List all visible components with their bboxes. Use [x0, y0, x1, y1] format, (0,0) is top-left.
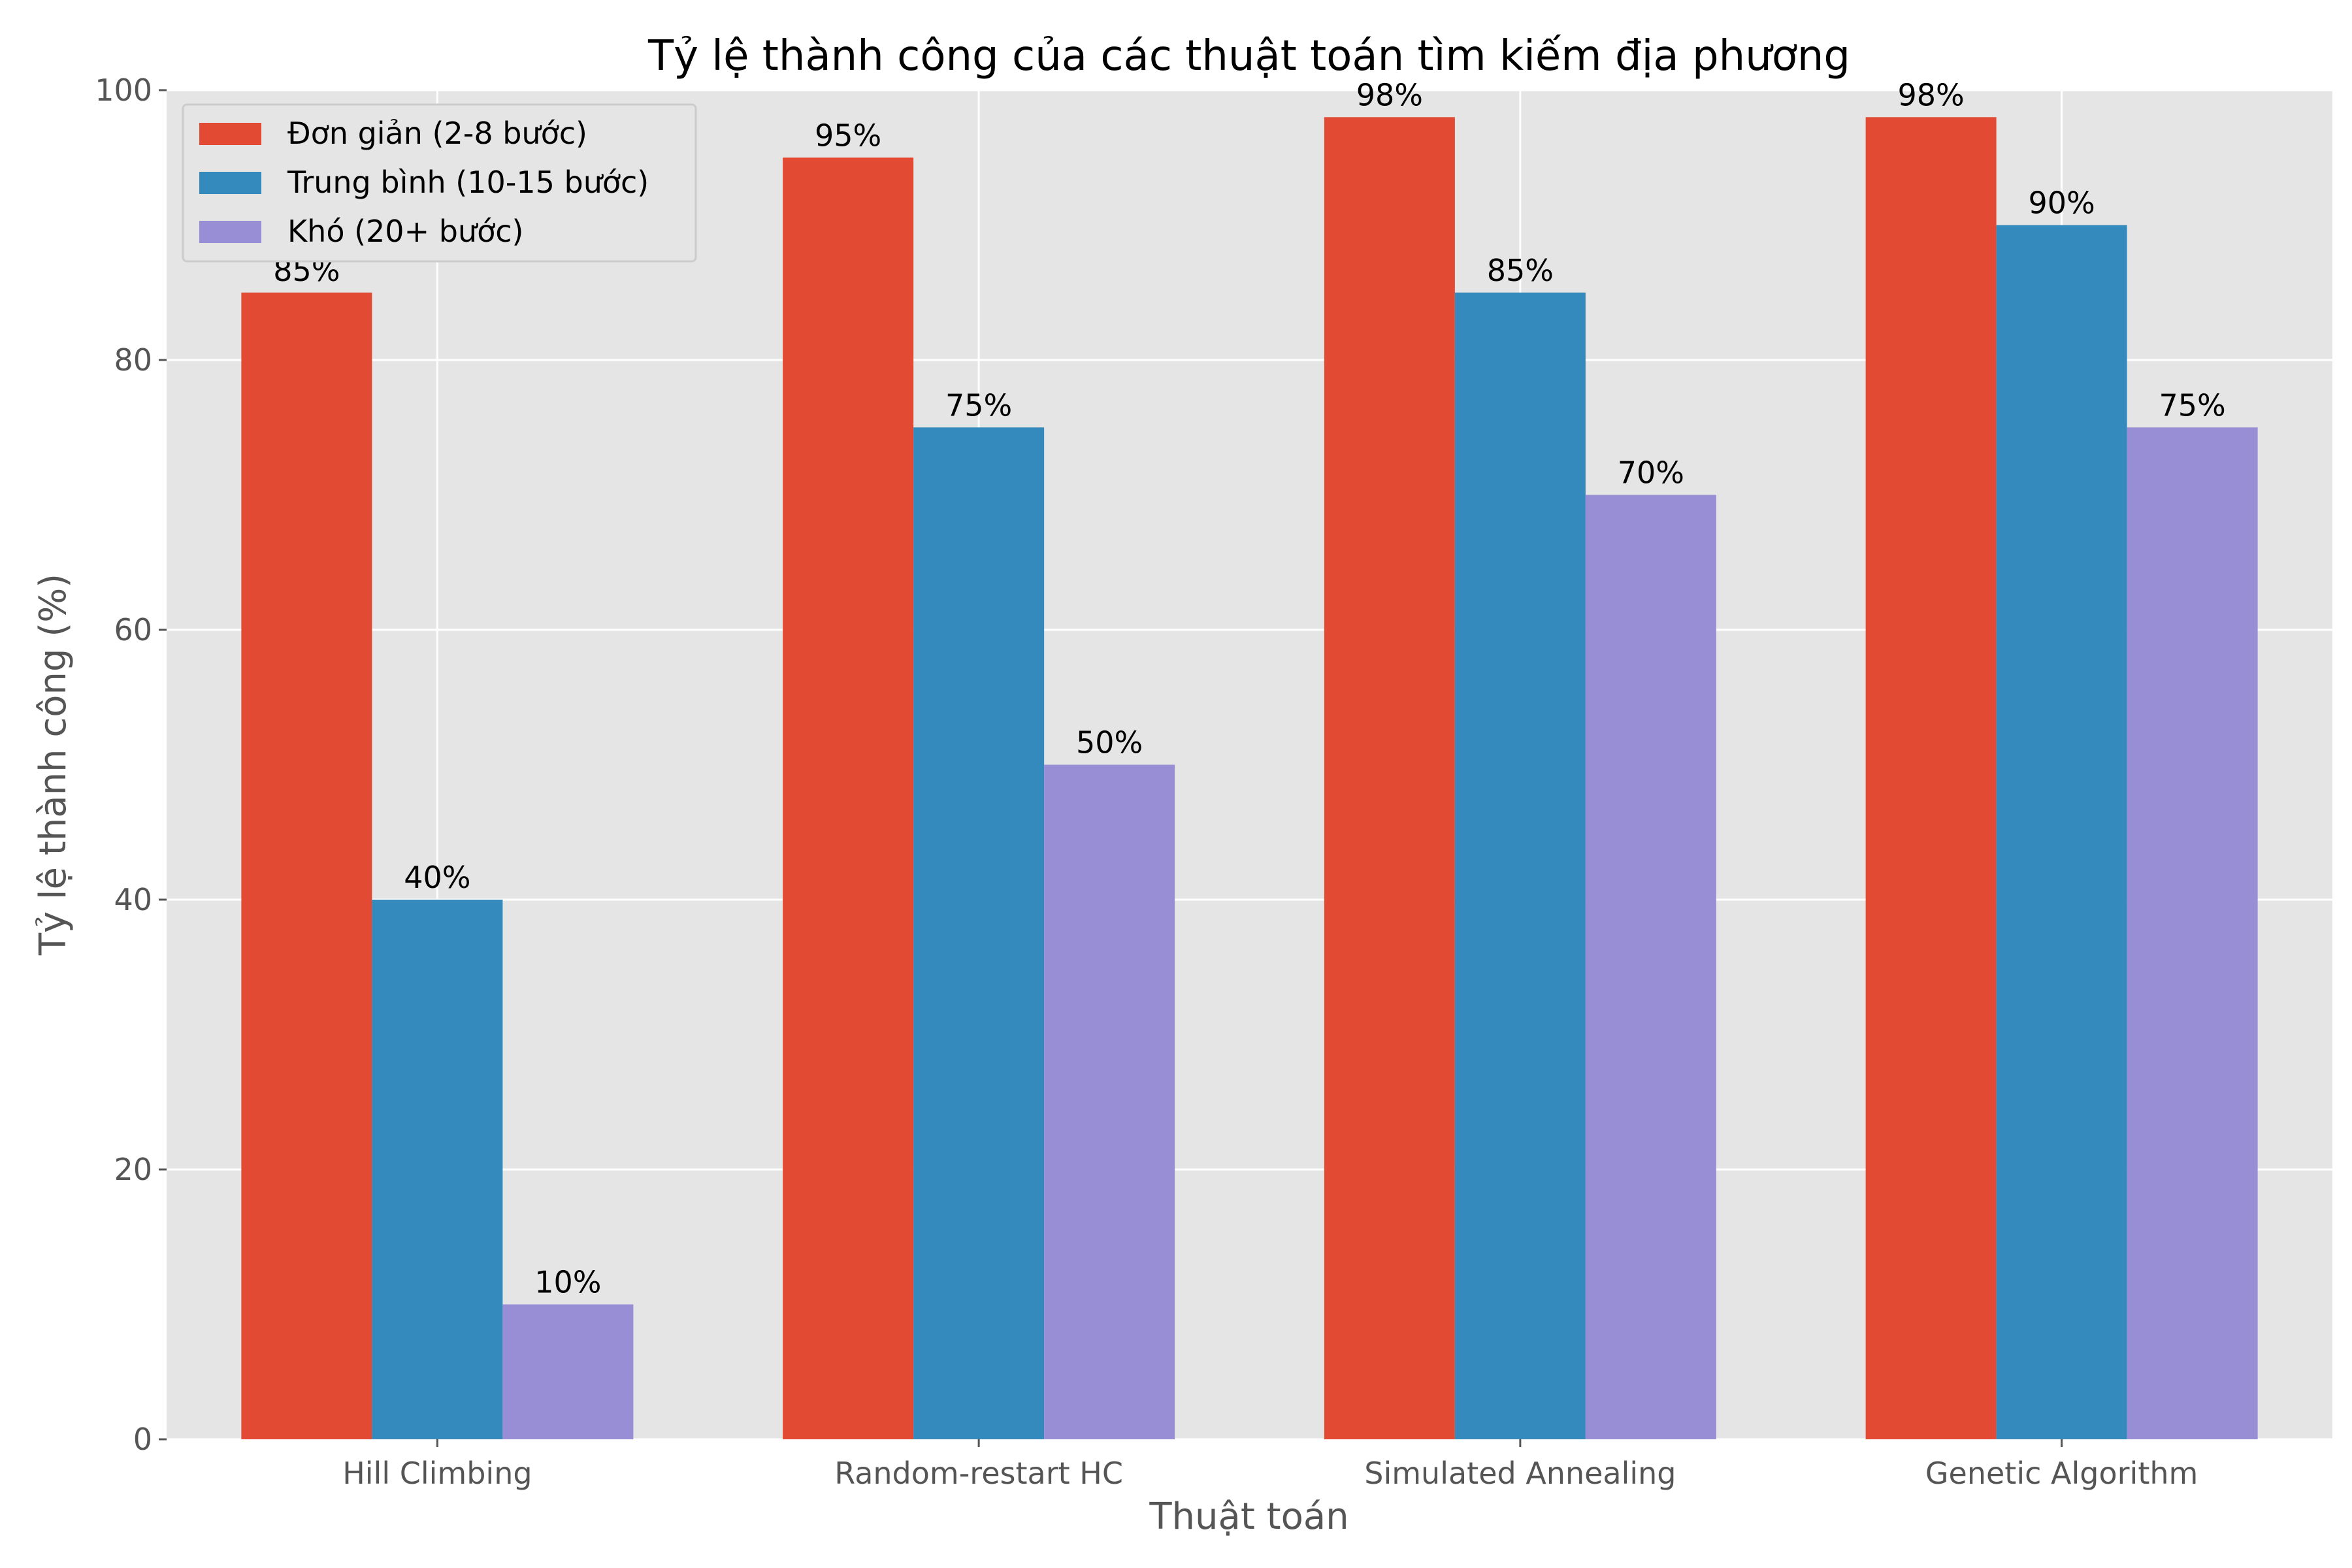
- data-label: 98%: [1898, 77, 1965, 112]
- x-tick-label: Simulated Annealing: [1364, 1456, 1676, 1491]
- chart-title: Tỷ lệ thành công của các thuật toán tìm …: [647, 32, 1850, 80]
- legend: Đơn giản (2-8 bước) Trung bình (10-15 bư…: [182, 103, 697, 263]
- bars: [241, 117, 2258, 1439]
- bar: [913, 427, 1045, 1439]
- data-label: 90%: [2029, 186, 2095, 221]
- legend-label-simple: Đơn giản (2-8 bước): [287, 116, 587, 151]
- data-label: 40%: [404, 860, 470, 895]
- x-tick-label: Genetic Algorithm: [1925, 1456, 2198, 1491]
- legend-swatch-medium: [199, 172, 261, 194]
- bar: [1044, 764, 1175, 1439]
- bar: [1585, 495, 1716, 1439]
- legend-label-medium: Trung bình (10-15 bước): [287, 165, 649, 200]
- legend-label-hard: Khó (20+ bước): [287, 214, 523, 249]
- data-label: 75%: [945, 387, 1012, 423]
- data-label: 98%: [1356, 77, 1423, 112]
- bar: [1865, 117, 1997, 1439]
- data-label: 10%: [534, 1265, 601, 1300]
- axis-ticks: 0 20 40 60 80 100 Hill Climbing Random-restart …: [95, 73, 2198, 1491]
- y-tick-label: 20: [114, 1152, 152, 1187]
- bar: [783, 157, 914, 1439]
- bar: [1324, 117, 1455, 1439]
- data-label: 95%: [815, 118, 881, 153]
- x-tick-label: Hill Climbing: [342, 1456, 532, 1491]
- bar: [1454, 292, 1586, 1439]
- y-tick-label: 40: [114, 882, 152, 917]
- y-axis-label: Tỷ lệ thành công (%): [32, 574, 74, 956]
- y-tick-label: 80: [114, 342, 152, 378]
- y-tick-label: 0: [133, 1422, 152, 1457]
- legend-swatch-simple: [199, 123, 261, 145]
- data-label: 70%: [1618, 455, 1684, 491]
- x-tick-label: Random-restart HC: [834, 1456, 1123, 1491]
- y-tick-label: 100: [95, 73, 152, 108]
- data-label: 50%: [1076, 725, 1143, 760]
- bar: [502, 1304, 634, 1439]
- bar: [241, 292, 372, 1439]
- data-labels: 85%40%10%95%75%50%98%85%70%98%90%75%: [273, 77, 2226, 1299]
- legend-swatch-hard: [199, 221, 261, 243]
- legend-box: [182, 103, 697, 263]
- data-label: 85%: [1487, 253, 1554, 288]
- x-axis-label: Thuật toán: [1149, 1495, 1348, 1538]
- data-label: 75%: [2159, 387, 2226, 423]
- y-tick-label: 60: [114, 612, 152, 647]
- bar: [2127, 427, 2258, 1439]
- bar: [372, 900, 503, 1439]
- bar: [1996, 225, 2127, 1439]
